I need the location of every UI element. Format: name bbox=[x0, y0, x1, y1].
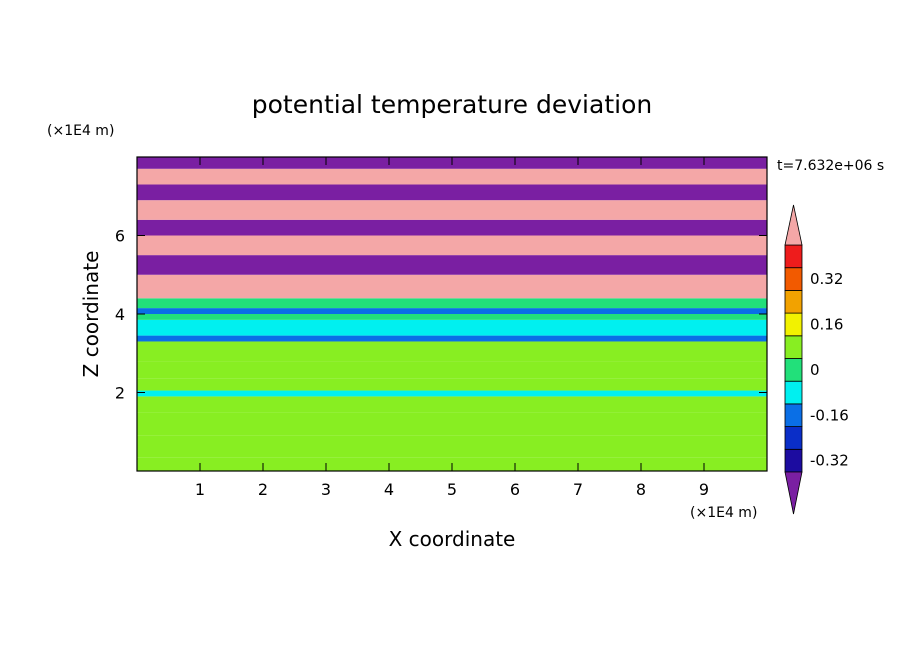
x-tick-label: 6 bbox=[510, 480, 520, 499]
colorbar-segment bbox=[784, 426, 803, 450]
colorbar-segment bbox=[784, 289, 803, 314]
heatmap-band bbox=[137, 184, 767, 201]
y-axis: 2 4 6 bbox=[115, 227, 767, 403]
heatmap-band bbox=[137, 361, 767, 379]
heatmap-band bbox=[137, 378, 767, 391]
heatmap-band bbox=[137, 200, 767, 220]
colorbar-tick-label: 0 bbox=[810, 361, 820, 379]
y-tick-label: 6 bbox=[115, 227, 125, 246]
x-tick-label: 3 bbox=[321, 480, 331, 499]
x-axis-label: X coordinate bbox=[389, 527, 516, 551]
heatmap-band bbox=[137, 396, 767, 413]
colorbar-segment bbox=[784, 358, 803, 382]
colorbar-segment bbox=[784, 380, 803, 405]
heatmap-band bbox=[137, 435, 767, 458]
x-tick-label: 8 bbox=[636, 480, 646, 499]
heatmap-band bbox=[137, 274, 767, 299]
colorbar-segment bbox=[784, 448, 803, 473]
x-unit-label: (×1E4 m) bbox=[690, 505, 757, 521]
heatmap-band bbox=[137, 255, 767, 275]
colorbar-segment bbox=[784, 335, 803, 359]
heatmap-band bbox=[137, 235, 767, 256]
heatmap-band bbox=[137, 412, 767, 436]
y-unit-label: (×1E4 m) bbox=[47, 123, 114, 139]
chart-title: potential temperature deviation bbox=[252, 90, 652, 119]
heatmap-band bbox=[137, 168, 767, 185]
heatmap-band bbox=[137, 390, 767, 397]
colorbar-segment bbox=[784, 312, 803, 337]
heatmap-band bbox=[137, 341, 767, 362]
x-tick-label: 7 bbox=[573, 480, 583, 499]
colorbar-under-arrow bbox=[784, 471, 803, 515]
heatmap-band bbox=[137, 219, 767, 236]
heatmap-band bbox=[137, 308, 767, 314]
colorbar: 0.32 0.16 0 -0.16 -0.32 bbox=[784, 204, 849, 515]
x-tick-label: 9 bbox=[699, 480, 709, 499]
x-tick-label: 4 bbox=[384, 480, 394, 499]
colorbar-tick-label: -0.16 bbox=[810, 406, 849, 424]
heatmap-band bbox=[137, 335, 767, 342]
colorbar-tick-label: 0.32 bbox=[810, 270, 843, 288]
x-axis: 1 2 3 4 5 6 7 8 9 bbox=[195, 157, 709, 499]
heatmap-band bbox=[137, 319, 767, 336]
time-label: t=7.632e+06 s bbox=[777, 158, 884, 174]
heatmap-field bbox=[137, 157, 767, 471]
x-tick-label: 1 bbox=[195, 480, 205, 499]
y-tick-label: 4 bbox=[115, 305, 125, 324]
colorbar-segment bbox=[784, 403, 803, 427]
colorbar-over-arrow bbox=[784, 204, 803, 246]
colorbar-tick-label: 0.16 bbox=[810, 315, 843, 333]
colorbar-tick-label: -0.32 bbox=[810, 452, 849, 470]
x-tick-label: 5 bbox=[447, 480, 457, 499]
heatmap-band bbox=[137, 298, 767, 309]
heatmap-band bbox=[137, 314, 767, 320]
colorbar-segment bbox=[784, 267, 803, 291]
x-tick-label: 2 bbox=[258, 480, 268, 499]
colorbar-segment bbox=[784, 244, 803, 269]
y-axis-label: Z coordinate bbox=[79, 251, 103, 378]
y-tick-label: 2 bbox=[115, 384, 125, 403]
